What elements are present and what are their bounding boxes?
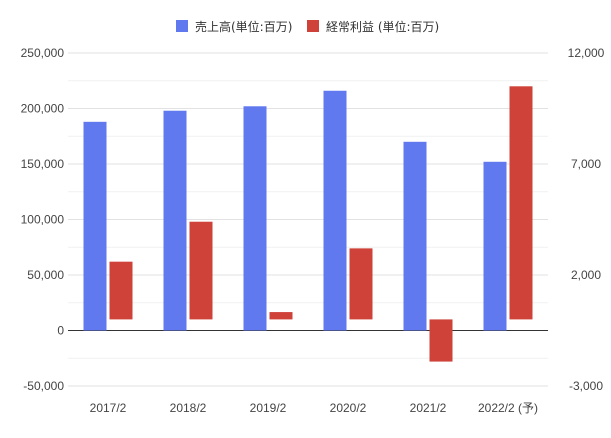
bar-ordinary-profit: [109, 261, 133, 320]
right-axis-tick-label: 7,000: [571, 157, 601, 171]
x-axis-category-labels: 2017/2 2018/2 2019/2 2020/2 2021/2 2022/2 (予): [90, 401, 538, 415]
left-axis-tick-labels: -50,000 0 50,000 100,000 150,000 200,000 250,0…: [21, 46, 65, 393]
legend: 売上高(単位:百万) 経常利益 (単位:百万): [176, 19, 439, 34]
bar-ordinary-profit: [509, 86, 533, 320]
x-axis-category-label: 2018/2: [170, 401, 207, 415]
right-axis-tick-label: -3,000: [569, 379, 603, 393]
left-axis-tick-label: 50,000: [27, 268, 64, 282]
left-axis-tick-label: 200,000: [21, 102, 65, 116]
bar-sales: [83, 121, 107, 331]
gridlines: [68, 52, 548, 387]
bar-sales: [163, 110, 187, 331]
left-axis-tick-label: 250,000: [21, 46, 65, 60]
x-axis-category-label: 2022/2 (予): [478, 401, 538, 415]
left-axis-tick-label: 100,000: [21, 213, 65, 227]
x-axis-category-label: 2017/2: [90, 401, 127, 415]
legend-swatch-ordinary-profit: [307, 20, 319, 32]
bar-ordinary-profit: [349, 248, 373, 320]
bars: [83, 86, 533, 362]
x-axis-category-label: 2021/2: [410, 401, 447, 415]
bar-sales: [483, 161, 507, 331]
left-axis-tick-label: 150,000: [21, 157, 65, 171]
right-axis-tick-labels: -3,000 2,000 7,000 12,000: [568, 46, 605, 393]
legend-label-sales: 売上高(単位:百万): [195, 19, 292, 34]
right-axis-tick-label: 12,000: [568, 46, 605, 60]
bar-ordinary-profit: [269, 312, 293, 320]
left-axis-tick-label: -50,000: [23, 379, 64, 393]
right-axis-tick-label: 2,000: [571, 268, 601, 282]
bar-sales: [403, 141, 427, 331]
x-axis-category-label: 2020/2: [330, 401, 367, 415]
legend-swatch-sales: [176, 20, 188, 32]
bar-ordinary-profit: [189, 221, 213, 320]
x-axis-category-label: 2019/2: [250, 401, 287, 415]
bar-sales: [323, 90, 347, 331]
bar-sales: [243, 106, 267, 331]
legend-label-ordinary-profit: 経常利益 (単位:百万): [326, 19, 439, 34]
bar-ordinary-profit: [429, 319, 453, 362]
left-axis-tick-label: 0: [57, 324, 64, 338]
